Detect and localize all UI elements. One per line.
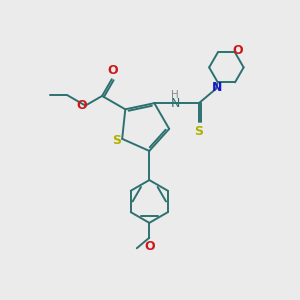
Text: N: N [170, 97, 180, 110]
Text: O: O [144, 240, 154, 253]
Text: S: S [194, 125, 203, 138]
Text: S: S [112, 134, 121, 147]
Text: O: O [107, 64, 118, 77]
Text: O: O [232, 44, 243, 58]
Text: H: H [171, 90, 179, 100]
Text: N: N [212, 81, 223, 94]
Text: O: O [76, 99, 87, 112]
